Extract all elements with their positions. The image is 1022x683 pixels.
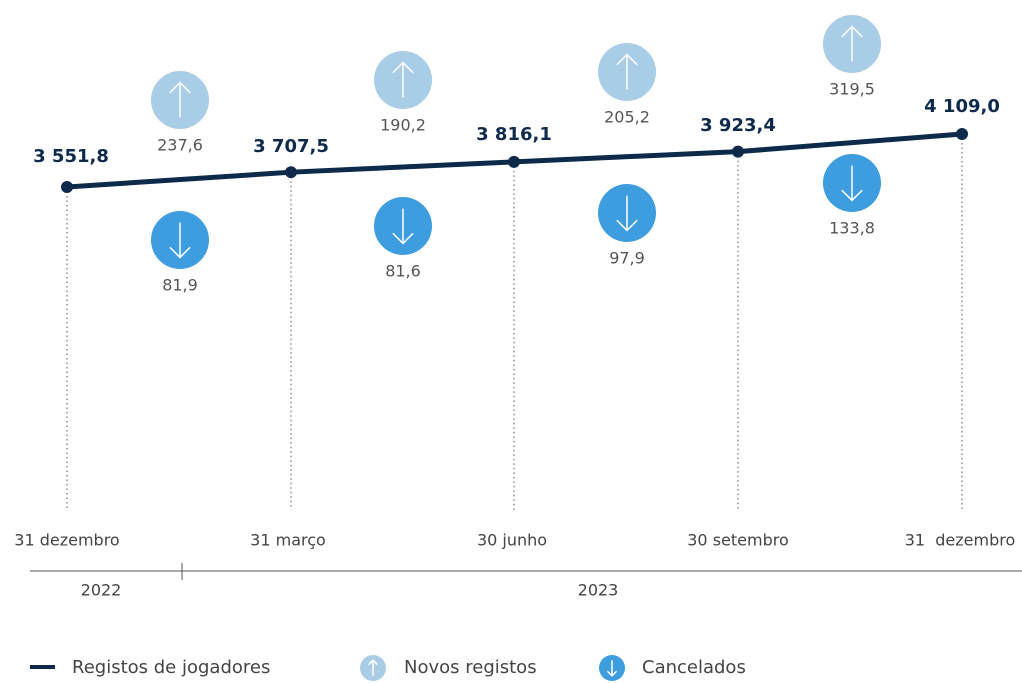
value-label: 3 923,4	[700, 115, 776, 136]
arrow-head	[841, 25, 863, 38]
value-label: 133,8	[829, 219, 875, 238]
legend-label: Novos registos	[404, 657, 537, 678]
value-label: 81,9	[162, 276, 198, 295]
arrow-head	[616, 53, 638, 66]
x-tick-label: 31 dezembro	[905, 531, 1016, 550]
point	[508, 155, 520, 168]
year-label: 2022	[81, 581, 122, 600]
x-tick-label: 30 setembro	[687, 531, 789, 550]
cancel-icon	[823, 154, 881, 212]
arrow-head	[169, 246, 191, 259]
cancel-icon	[374, 197, 432, 255]
arrow-head	[169, 81, 191, 94]
value-label: 3 551,8	[33, 146, 109, 167]
point	[956, 128, 968, 140]
legend-icon	[360, 655, 386, 681]
arrow-head	[392, 61, 414, 74]
arrow-head	[392, 232, 414, 245]
arrow-head	[616, 219, 638, 232]
x-tick-label: 31 dezembro	[14, 531, 119, 550]
value-label: 3 707,5	[253, 136, 329, 157]
value-label: 319,5	[829, 80, 875, 99]
legend-label: Registos de jogadores	[72, 657, 270, 678]
point	[61, 181, 73, 193]
new-icon	[374, 51, 432, 109]
value-label: 237,6	[157, 136, 203, 155]
value-label: 97,9	[609, 249, 645, 268]
value-label: 3 816,1	[476, 124, 552, 145]
legend-icon	[599, 655, 625, 681]
new-icon	[823, 15, 881, 73]
cancel-icon	[151, 211, 209, 269]
arrow-head	[841, 189, 863, 202]
point	[285, 166, 297, 179]
point	[732, 145, 744, 158]
value-label: 4 109,0	[924, 96, 1000, 117]
value-label: 81,6	[385, 262, 421, 281]
new-icon	[598, 43, 656, 101]
value-label: 205,2	[604, 108, 650, 127]
arrow-head	[367, 659, 379, 666]
new-icon	[151, 71, 209, 129]
value-label: 190,2	[380, 116, 426, 135]
year-label: 2023	[578, 581, 619, 600]
arrow-head	[606, 670, 618, 677]
x-tick-label: 31 março	[250, 531, 326, 550]
x-tick-label: 30 junho	[477, 531, 547, 550]
cancel-icon	[598, 184, 656, 242]
legend-label: Cancelados	[642, 657, 746, 678]
